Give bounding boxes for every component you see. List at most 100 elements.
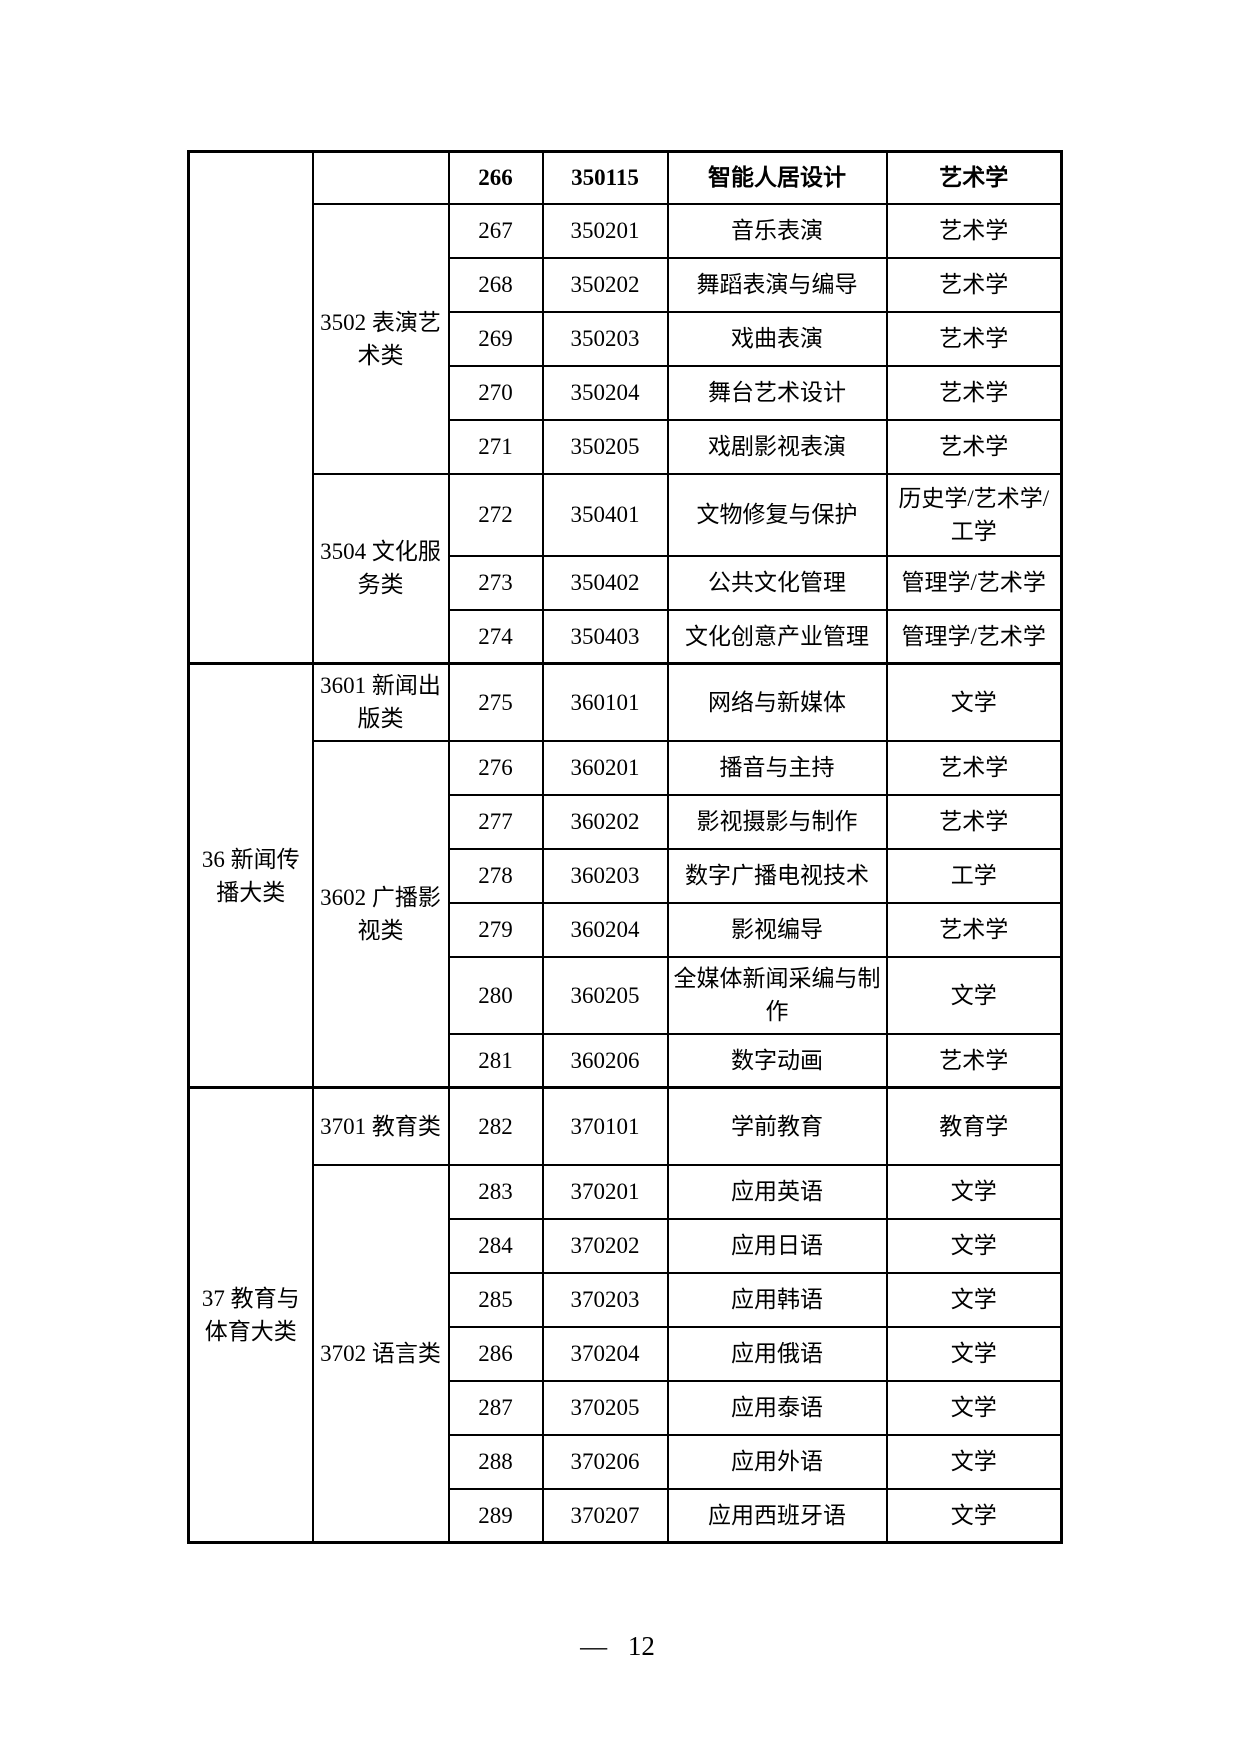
table-row: 36 新闻传播大类 3601 新闻出版类 275 360101 网络与新媒体 文… xyxy=(187,662,1063,1089)
major-cell: 戏剧影视表演 xyxy=(666,418,888,475)
sub-group-cell: 3601 新闻出版类 xyxy=(311,662,450,742)
seq-cell: 278 xyxy=(447,847,544,904)
seq-cell: 267 xyxy=(447,202,544,259)
seq-cell: 286 xyxy=(447,1325,544,1382)
code-cell: 370207 xyxy=(541,1487,669,1544)
big-group-cell: 37 教育与体育大类 xyxy=(187,1086,314,1544)
degree-cell: 教育学 xyxy=(885,1086,1063,1166)
degree-cell: 文学 xyxy=(885,1163,1063,1220)
seq-cell: 269 xyxy=(447,310,544,367)
degree-cell: 文学 xyxy=(885,1217,1063,1274)
seq-cell: 283 xyxy=(447,1163,544,1220)
major-cell: 舞台艺术设计 xyxy=(666,364,888,421)
major-cell: 数字广播电视技术 xyxy=(666,847,888,904)
code-cell: 370203 xyxy=(541,1271,669,1328)
table-row: 3702 语言类 283 370201 应用英语 文学 xyxy=(189,1163,1063,1544)
degree-cell: 艺术学 xyxy=(885,310,1063,367)
table-row: 281 360206 数字动画 艺术学 xyxy=(189,1032,1063,1089)
code-cell: 350115 xyxy=(541,150,669,205)
table-row: 285 370203 应用韩语 文学 xyxy=(189,1271,1063,1328)
degree-cell: 艺术学 xyxy=(885,256,1063,313)
code-cell: 370201 xyxy=(541,1163,669,1220)
table-row: 279 360204 影视编导 艺术学 xyxy=(189,901,1063,958)
big-group-cell xyxy=(187,150,314,665)
degree-cell: 文学 xyxy=(885,1433,1063,1490)
table-row: 288 370206 应用外语 文学 xyxy=(189,1433,1063,1490)
major-cell: 应用俄语 xyxy=(666,1325,888,1382)
major-cell: 影视摄影与制作 xyxy=(666,793,888,850)
degree-cell: 历史学/艺术学/工学 xyxy=(885,472,1063,557)
code-cell: 370202 xyxy=(541,1217,669,1274)
major-cell: 数字动画 xyxy=(666,1032,888,1089)
table-row: 3502 表演艺术类 267 350201 音乐表演 艺术学 xyxy=(189,202,1063,475)
degree-cell: 艺术学 xyxy=(885,739,1063,796)
table-row: 3602 广播影视类 276 360201 播音与主持 艺术学 xyxy=(189,739,1063,1089)
code-cell: 360206 xyxy=(541,1032,669,1089)
seq-cell: 270 xyxy=(447,364,544,421)
major-cell: 网络与新媒体 xyxy=(666,662,888,742)
degree-cell: 艺术学 xyxy=(885,793,1063,850)
table-row: 274 350403 文化创意产业管理 管理学/艺术学 xyxy=(189,608,1063,665)
seq-cell: 277 xyxy=(447,793,544,850)
seq-cell: 279 xyxy=(447,901,544,958)
table-row: 286 370204 应用俄语 文学 xyxy=(189,1325,1063,1382)
table-row: 269 350203 戏曲表演 艺术学 xyxy=(189,310,1063,367)
table-row: 287 370205 应用泰语 文学 xyxy=(189,1379,1063,1436)
degree-cell: 艺术学 xyxy=(885,901,1063,958)
code-cell: 360205 xyxy=(541,955,669,1035)
major-cell: 播音与主持 xyxy=(666,739,888,796)
degree-cell: 艺术学 xyxy=(885,364,1063,421)
sub-group-cell: 3502 表演艺术类 xyxy=(311,202,450,475)
code-cell: 350403 xyxy=(541,608,669,665)
seq-cell: 284 xyxy=(447,1217,544,1274)
major-cell: 文物修复与保护 xyxy=(666,472,888,557)
code-cell: 360202 xyxy=(541,793,669,850)
code-cell: 370204 xyxy=(541,1325,669,1382)
degree-cell: 文学 xyxy=(885,1271,1063,1328)
table-row: 3504 文化服务类 272 350401 文物修复与保护 历史学/艺术学/工学 xyxy=(189,472,1063,665)
seq-cell: 285 xyxy=(447,1271,544,1328)
major-cell: 舞蹈表演与编导 xyxy=(666,256,888,313)
sub-group-cell: 3702 语言类 xyxy=(311,1163,450,1544)
seq-cell: 281 xyxy=(447,1032,544,1089)
major-cell: 应用西班牙语 xyxy=(666,1487,888,1544)
sub-group-cell: 3701 教育类 xyxy=(311,1086,450,1166)
seq-cell: 287 xyxy=(447,1379,544,1436)
degree-cell: 文学 xyxy=(885,1487,1063,1544)
seq-cell: 276 xyxy=(447,739,544,796)
table-row: 37 教育与体育大类 3701 教育类 282 370101 学前教育 教育学 xyxy=(187,1086,1063,1544)
code-cell: 350201 xyxy=(541,202,669,259)
degree-cell: 文学 xyxy=(885,1379,1063,1436)
major-cell: 应用外语 xyxy=(666,1433,888,1490)
degree-cell: 文学 xyxy=(885,1325,1063,1382)
seq-cell: 289 xyxy=(447,1487,544,1544)
degree-cell: 管理学/艺术学 xyxy=(885,608,1063,665)
seq-cell: 272 xyxy=(447,472,544,557)
degree-cell: 艺术学 xyxy=(885,1032,1063,1089)
major-cell: 全媒体新闻采编与制作 xyxy=(666,955,888,1035)
table-row: 271 350205 戏剧影视表演 艺术学 xyxy=(189,418,1063,475)
major-cell: 影视编导 xyxy=(666,901,888,958)
code-cell: 370205 xyxy=(541,1379,669,1436)
code-cell: 350402 xyxy=(541,554,669,611)
table-row: 284 370202 应用日语 文学 xyxy=(189,1217,1063,1274)
major-cell: 音乐表演 xyxy=(666,202,888,259)
major-cell: 戏曲表演 xyxy=(666,310,888,367)
page-number: — 12 xyxy=(580,1631,655,1661)
table-row: 268 350202 舞蹈表演与编导 艺术学 xyxy=(189,256,1063,313)
code-cell: 360201 xyxy=(541,739,669,796)
table-row: 278 360203 数字广播电视技术 工学 xyxy=(189,847,1063,904)
table-row: 270 350204 舞台艺术设计 艺术学 xyxy=(189,364,1063,421)
majors-table: 266 350115 智能人居设计 艺术学 3502 表演艺术类 267 350… xyxy=(187,150,1063,1544)
seq-cell: 275 xyxy=(447,662,544,742)
seq-cell: 266 xyxy=(447,150,544,205)
major-cell: 应用泰语 xyxy=(666,1379,888,1436)
degree-cell: 艺术学 xyxy=(885,150,1063,205)
code-cell: 350401 xyxy=(541,472,669,557)
code-cell: 360203 xyxy=(541,847,669,904)
table-row: 266 350115 智能人居设计 艺术学 xyxy=(187,150,1063,665)
seq-cell: 274 xyxy=(447,608,544,665)
degree-cell: 文学 xyxy=(885,662,1063,742)
table-row: 277 360202 影视摄影与制作 艺术学 xyxy=(189,793,1063,850)
